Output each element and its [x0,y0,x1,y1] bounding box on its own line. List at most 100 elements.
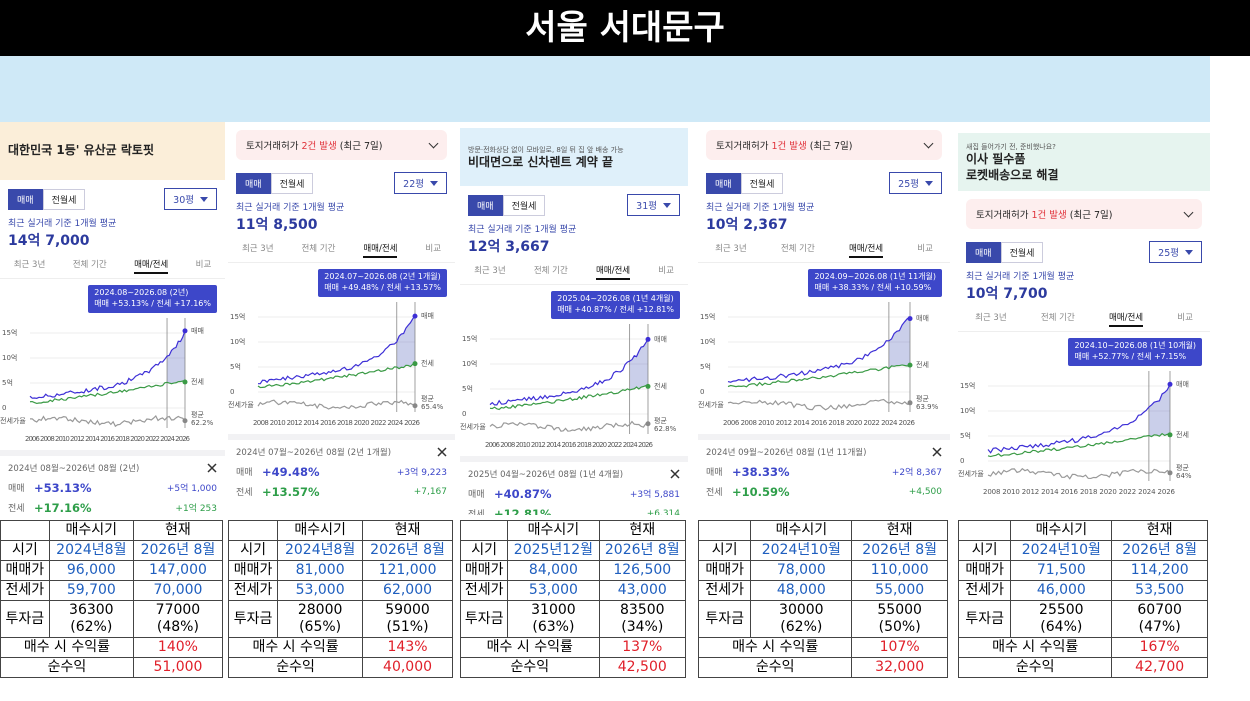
table-row: 투자금 31000 (63%) 83500 (34%) [460,600,686,638]
ad-banner[interactable]: 새집 들어가기 전, 준비했나요? 이사 필수품 로켓배송으로 해결 [958,133,1210,191]
period-tab[interactable]: 비교 [658,266,674,276]
period-tab[interactable]: 전체 기간 [780,244,815,254]
row-label: 순수익 [460,657,600,678]
summary-row: 매매 +38.33% +2억 8,367 [706,462,942,482]
ratio-label: 평균 [421,394,434,403]
deal-tab[interactable]: 전월세 [270,172,314,194]
summary-label: 매매 [8,484,25,495]
size-select[interactable]: 25평 [1149,241,1202,263]
investment-table: 매수시기 현재 시기 2024년10월 2026년 8월 매매가 78,000 110,000… [698,520,948,680]
table-row: 투자금 25500 (64%) 60700 (47%) [958,600,1208,638]
deal-tab[interactable]: 전월세 [740,172,784,194]
ratio-label: 64% [1176,472,1192,480]
table-cell: 36300 (62%) [48,600,134,638]
deal-tab[interactable]: 전월세 [42,188,86,210]
ad-banner[interactable]: 대한민국 1등' 유산균 락토핏 [0,122,225,180]
size-value: 22평 [403,179,424,190]
size-select[interactable]: 30평 [164,188,217,210]
period-tab[interactable]: 전체 기간 [533,266,568,276]
row-label: 시기 [958,540,1012,561]
summary-label: 전세 [8,504,25,515]
deal-tab[interactable]: 매매 [8,188,43,210]
deal-tab[interactable]: 매매 [966,241,1001,263]
cell-line: 59000 [385,602,430,618]
summary-row: 매매 +49.48% +3억 9,223 [236,462,447,482]
period-tab[interactable]: 비교 [195,260,212,270]
end-dot [182,417,188,423]
period-tab[interactable]: 전체 기간 [72,260,107,270]
chevron [428,138,439,148]
cell-line: 55000 [877,602,922,618]
deal-alert[interactable]: 토지거래허가 2건 발생 (최근 7일) [236,130,447,160]
deal-tab[interactable]: 전월세 [502,194,546,216]
tooltip-line: 2024.07~2026.08 (2년 1개월) [324,272,441,281]
row-label: 전세가 [460,580,509,601]
period-tab[interactable]: 비교 [425,244,442,254]
table-row: 시기 2024년8월 2026년 8월 [228,540,453,561]
summary-amount: +3억 9,223 [396,468,447,479]
avg-label: 최근 실거래 기준 1개월 평균 [966,272,1075,282]
period-tab[interactable]: 최근 3년 [715,244,747,254]
table-row: 투자금 36300 (62%) 77000 (48%) [0,600,223,638]
size-select[interactable]: 31평 [627,194,680,216]
table-row: 투자금 28000 (65%) 59000 (51%) [228,600,453,638]
close-button[interactable] [670,469,680,479]
alert-count: 2건 발생 [301,141,337,152]
period-tab[interactable]: 매매/전세 [848,242,884,258]
summary-change: +12.81% [494,506,552,515]
table-header: 매수시기 현재 [698,520,948,541]
header-cell [460,520,509,541]
cell-line: (48%) [156,619,199,635]
deal-tab[interactable]: 매매 [706,172,741,194]
investment-table: 매수시기 현재 시기 2025년12월 2026년 8월 매매가 84,000 126,500… [460,520,686,680]
table-cell: 2024년8월 [277,540,364,561]
table-cell: 2024년8월 [48,540,134,561]
deal-alert[interactable]: 토지거래허가 1건 발생 (최근 7일) [706,130,942,160]
table-row: 순수익 42,700 [958,657,1208,678]
ratio-label: 평균 [916,394,929,403]
deal-alert[interactable]: 토지거래허가 1건 발생 (최근 7일) [966,199,1202,229]
alert-text: 토지거래허가 [246,141,299,152]
period-tab[interactable]: 매매/전세 [134,258,169,274]
period-tab[interactable]: 최근 3년 [474,266,506,276]
tooltip-line: 매매 +38.33% / 전세 +10.59% [814,282,932,292]
period-tab[interactable]: 매매/전세 [595,264,631,280]
size-select[interactable]: 22평 [394,172,447,194]
period-tab[interactable]: 전체 기간 [1040,313,1075,323]
period-tab[interactable]: 최근 3년 [13,260,46,270]
ad-title: 비대면으로 신차렌트 계약 끝 [468,155,614,170]
period-tab[interactable]: 매매/전세 [363,242,398,258]
table-row: 매수 시 수익률 167% [958,637,1208,658]
deal-tab[interactable]: 전월세 [1000,241,1044,263]
period-tab[interactable]: 최근 3년 [241,244,274,254]
close-button[interactable] [437,447,447,457]
row-label: 매매가 [958,560,1012,581]
deal-tab[interactable]: 매매 [236,172,271,194]
period-tab[interactable]: 최근 3년 [975,313,1007,323]
size-select[interactable]: 25평 [889,172,942,194]
table-cell: 77000 (48%) [132,600,223,638]
header-cell: 매수시기 [507,520,600,541]
deal-tab[interactable]: 매매 [468,194,503,216]
app-screenshot: 방문·전화상담 없이 모바일로, 8일 뒤 집 앞 배송 가능 비대면으로 신차렌… [460,128,688,515]
dropdown-arrow [430,180,438,186]
table-row: 전세가 53,000 43,000 [460,580,686,601]
y-axis-label: 15억 [700,313,715,321]
period-tab[interactable]: 비교 [1177,313,1193,323]
table-row: 매수 시 수익률 143% [228,637,453,658]
y-axis-label: 5억 [700,363,711,371]
table-cell: 147,000 [132,560,223,581]
period-tab[interactable]: 매매/전세 [1108,311,1144,327]
period-tab[interactable]: 전체 기간 [301,244,336,254]
table-cell: 167% [1111,637,1208,658]
dropdown-arrow [1185,249,1193,255]
end-dot [412,313,418,319]
range-tooltip: 2025.04~2026.08 (1년 4개월) 매매 +40.87% / 전세 … [551,291,680,319]
close-button[interactable] [932,447,942,457]
close-button[interactable] [207,463,217,473]
period-tab[interactable]: 비교 [917,244,933,254]
deal-tabs: 매매 전월세 31평 [460,186,688,220]
avg-price: 10억 2,367 [706,217,788,233]
ad-banner[interactable]: 방문·전화상담 없이 모바일로, 8일 뒤 집 앞 배송 가능 비대면으로 신차렌… [460,128,688,186]
x-axis-labels: 2008 2010 2012 2014 2016 2018 2020 2022 … [253,419,421,427]
